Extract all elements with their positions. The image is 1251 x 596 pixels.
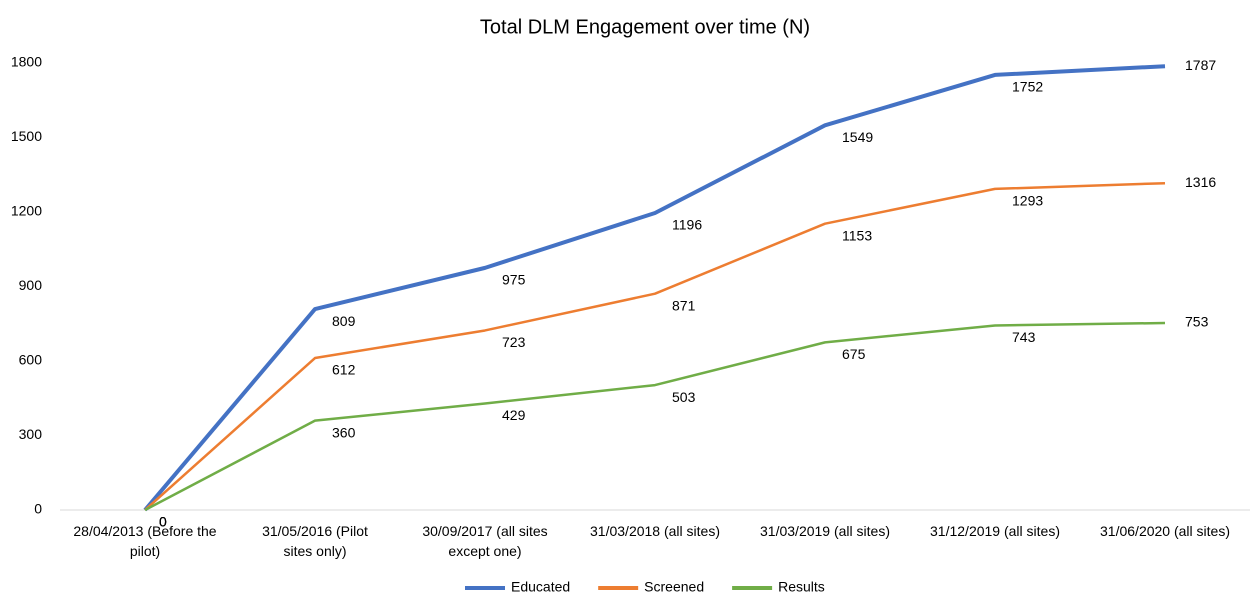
y-tick-label: 300: [19, 426, 43, 442]
data-label: 753: [1185, 314, 1209, 330]
data-label: 429: [502, 407, 526, 423]
data-label: 1153: [842, 227, 872, 243]
y-tick-label: 600: [19, 352, 43, 368]
data-label: 1196: [672, 217, 702, 233]
data-label: 1787: [1185, 57, 1216, 73]
chart-title: Total DLM Engagement over time (N): [480, 16, 810, 38]
y-tick-label: 1200: [11, 203, 42, 219]
y-tick-label: 900: [19, 277, 43, 293]
data-label: 1752: [1012, 79, 1043, 95]
data-label: 0: [159, 514, 167, 530]
data-label: 612: [332, 362, 356, 378]
x-tick-label: 31/05/2016 (Pilot sites only): [262, 523, 368, 559]
data-label: 975: [502, 272, 526, 288]
data-label: 809: [332, 313, 356, 329]
data-label: 1316: [1185, 174, 1216, 190]
legend-label: Results: [778, 579, 825, 595]
data-label: 0: [159, 514, 167, 530]
data-label: 1293: [1012, 193, 1043, 209]
series-line: [144, 181, 1166, 511]
data-label: 360: [332, 424, 356, 440]
data-label: 0: [159, 514, 167, 530]
data-label: 675: [842, 346, 866, 362]
series-line: [143, 64, 1166, 512]
data-label: 871: [672, 297, 696, 313]
y-tick-label: 1800: [11, 54, 42, 70]
series-line: [144, 321, 1166, 512]
data-label: 723: [502, 334, 526, 350]
legend-label: Screened: [644, 579, 704, 595]
data-label: 503: [672, 389, 696, 405]
data-label: 743: [1012, 329, 1036, 345]
x-tick-label: 31/03/2018 (all sites): [590, 523, 720, 539]
x-tick-label: 30/09/2017 (all sites except one): [422, 523, 547, 559]
x-tick-label: 31/12/2019 (all sites): [930, 523, 1060, 539]
y-tick-label: 0: [34, 501, 42, 517]
y-tick-label: 1500: [11, 128, 42, 144]
x-tick-label: 31/03/2019 (all sites): [760, 523, 890, 539]
data-label: 1549: [842, 129, 873, 145]
legend-label: Educated: [511, 579, 570, 595]
x-tick-label: 28/04/2013 (Before the pilot): [73, 523, 216, 559]
x-tick-label: 31/06/2020 (all sites): [1100, 523, 1230, 539]
